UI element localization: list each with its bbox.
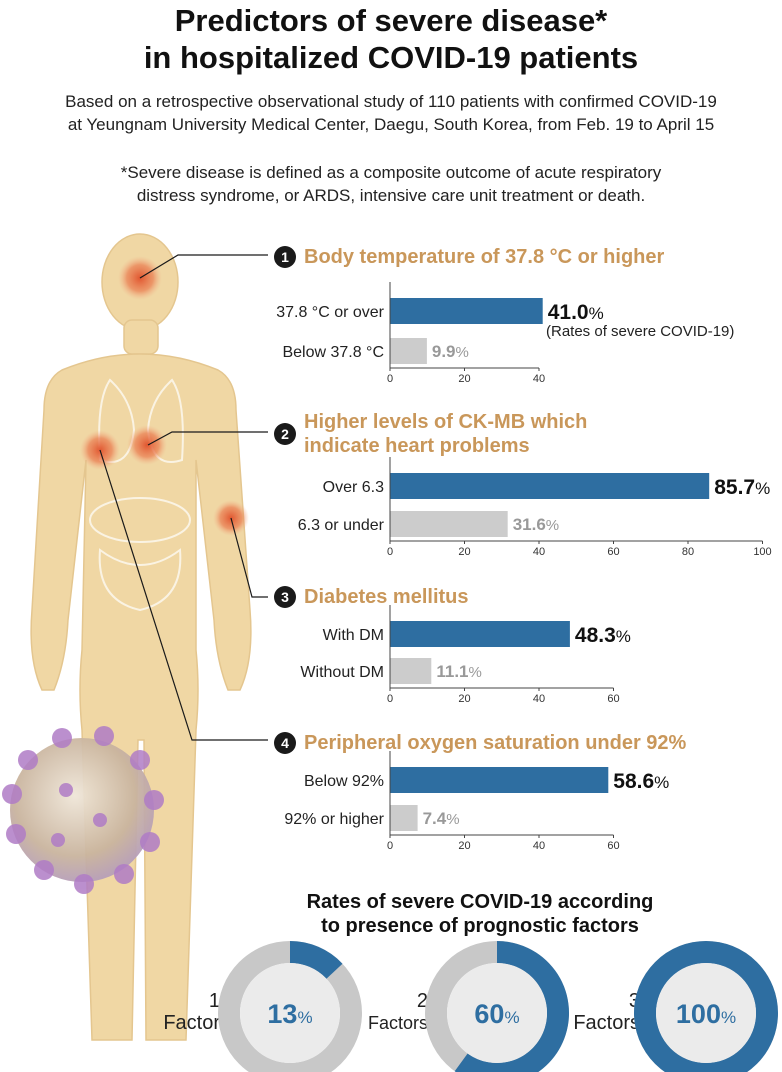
section-2-title-line-2: indicate heart problems (304, 435, 530, 457)
chart-1-tick-label-20: 20 (458, 373, 470, 385)
donut-section-title-line-1: Rates of severe COVID-19 according (306, 891, 654, 913)
donut-2-slice (454, 941, 569, 1072)
chart-4-tick-label-40: 40 (533, 840, 545, 852)
heart-hotspot-icon (127, 425, 167, 465)
bar-4-value-label-2: 7.4% (423, 809, 460, 828)
section-1-title: Body temperature of 37.8 °C or higher (304, 246, 665, 268)
bar-1-secondary (390, 338, 427, 364)
chart-1-tick-label-0: 0 (387, 373, 393, 385)
bar-1-value-label-2: 9.9% (432, 342, 469, 361)
chart-title-line-2: in hospitalized COVID-19 patients (143, 40, 639, 75)
section-3-title: Diabetes mellitus (304, 586, 469, 608)
rates-note: (Rates of severe COVID-19) (546, 323, 735, 340)
donut-2-label-text: Factors (367, 1013, 428, 1033)
bar-3-value-label-1: 48.3% (575, 624, 631, 647)
chart-2-tick-label-20: 20 (458, 546, 470, 558)
section-4-title: Peripheral oxygen saturation under 92% (304, 732, 687, 754)
bar-3-value-label-2: 11.1% (436, 662, 482, 681)
section-2-number-badge: 2 (274, 423, 296, 445)
chart-2-tick-label-60: 60 (607, 546, 619, 558)
connector-line-2 (147, 431, 268, 446)
chart-3-tick-label-20: 20 (458, 693, 470, 705)
section-2-title-line-1: Higher levels of CK-MB which (304, 411, 588, 433)
section-1-number-badge: 1 (274, 246, 296, 268)
bar-4-category-label-1: Below 92% (304, 773, 384, 790)
bar-3-primary (390, 621, 570, 647)
chart-2-tick-label-0: 0 (387, 546, 393, 558)
chart-4-tick-label-0: 0 (387, 840, 393, 852)
donut-3-slice (634, 941, 778, 1072)
bar-4-primary (390, 767, 609, 793)
connector-line-1 (139, 254, 268, 279)
donut-3-center (656, 963, 756, 1063)
chart-4-tick-label-20: 20 (458, 840, 470, 852)
donut-2-center (447, 963, 547, 1063)
bar-3-secondary (390, 658, 432, 684)
chart-2-tick-label-40: 40 (533, 546, 545, 558)
bar-4-secondary (390, 805, 418, 831)
bar-1-category-label-1: 37.8 °C or over (276, 304, 384, 321)
donut-1-label-text: Factor (163, 1012, 220, 1034)
footnote-line-2: distress syndrome, or ARDS, intensive ca… (136, 186, 646, 205)
bar-2-value-label-1: 85.7% (714, 476, 770, 499)
coronavirus-icon (2, 726, 164, 894)
chart-3-tick-label-60: 60 (607, 693, 619, 705)
chart-1-tick-label-40: 40 (533, 373, 545, 385)
chart-3-tick-label-40: 40 (533, 693, 545, 705)
donut-1-label-number: 1 (208, 990, 220, 1012)
chart-title-line-1: Predictors of severe disease* (174, 3, 608, 38)
chart-3-tick-label-0: 0 (387, 693, 393, 705)
bar-3-category-label-1: With DM (323, 627, 384, 644)
bar-2-primary (390, 473, 710, 499)
human-body-illustration (2, 233, 252, 1041)
donut-section-title-line-2: to presence of prognostic factors (321, 915, 639, 937)
donut-1-slice (289, 941, 343, 980)
bar-4-value-label-1: 58.6% (613, 770, 669, 793)
bar-3-category-label-2: Without DM (300, 664, 384, 681)
donut-3-label-number: 3 (628, 990, 640, 1012)
bar-4-category-label-2: 92% or higher (284, 811, 384, 828)
donut-1-center (240, 963, 340, 1063)
bar-1-primary (390, 298, 543, 324)
subtitle-line-2: at Yeungnam University Medical Center, D… (67, 115, 715, 134)
donut-3-value-label: 100% (676, 999, 736, 1029)
bar-1-category-label-2: Below 37.8 °C (282, 344, 384, 361)
connector-line-3 (230, 517, 268, 598)
bar-2-secondary (390, 511, 508, 537)
bar-2-category-label-1: Over 6.3 (323, 479, 384, 496)
bar-2-category-label-2: 6.3 or under (298, 517, 385, 534)
bar-2-value-label-2: 31.6% (513, 515, 559, 534)
footnote-line-1: *Severe disease is defined as a composit… (120, 163, 662, 182)
section-4-number-badge: 4 (274, 732, 296, 754)
bar-1-value-label-1: 41.0% (548, 301, 604, 324)
chart-2-tick-label-80: 80 (682, 546, 694, 558)
donut-2-label-number: 2 (416, 990, 428, 1012)
section-3-number-badge: 3 (274, 586, 296, 608)
donut-3-label-text: Factors (573, 1012, 640, 1034)
organ-outlines (89, 378, 191, 612)
subtitle-line-1: Based on a retrospective observational s… (65, 92, 717, 111)
connector-line-4 (99, 449, 268, 741)
chart-4-tick-label-60: 60 (607, 840, 619, 852)
chart-2-tick-label-100: 100 (753, 546, 771, 558)
